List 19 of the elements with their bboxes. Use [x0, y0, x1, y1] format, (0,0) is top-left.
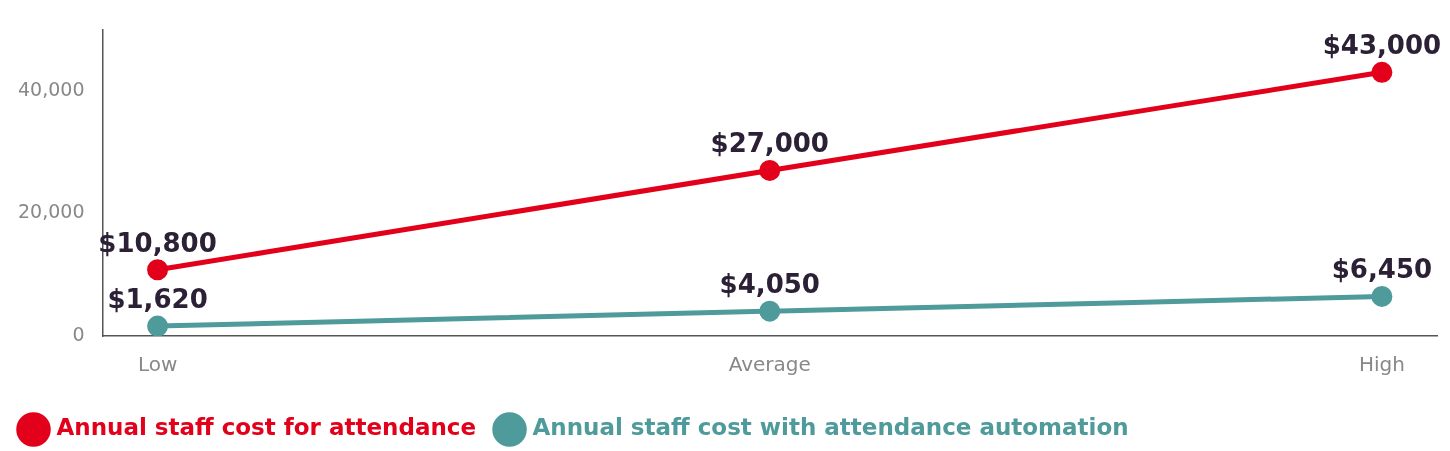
- data-label: $43,000: [1322, 30, 1442, 61]
- point: [147, 259, 169, 281]
- point: [1371, 61, 1393, 83]
- x-tick-label: Low: [137, 352, 178, 377]
- data-label: $4,050: [719, 268, 820, 299]
- y-tick-label: 40,000: [18, 77, 85, 100]
- point: [759, 300, 781, 322]
- x-tick-label: Average: [728, 352, 811, 377]
- y-tick-label: 20,000: [18, 200, 85, 223]
- data-label: $27,000: [710, 128, 829, 159]
- y-tick-label: 0: [72, 322, 85, 345]
- legend-label: Annual staff cost with attendance automation: [532, 414, 1129, 441]
- data-label: $6,450: [1331, 254, 1433, 285]
- x-tick-label: High: [1358, 352, 1405, 377]
- point: [1371, 285, 1393, 307]
- point: [759, 159, 781, 181]
- point: [147, 315, 169, 336]
- legend-label: Annual staff cost for attendance: [56, 414, 477, 441]
- data-label: $1,620: [107, 283, 208, 314]
